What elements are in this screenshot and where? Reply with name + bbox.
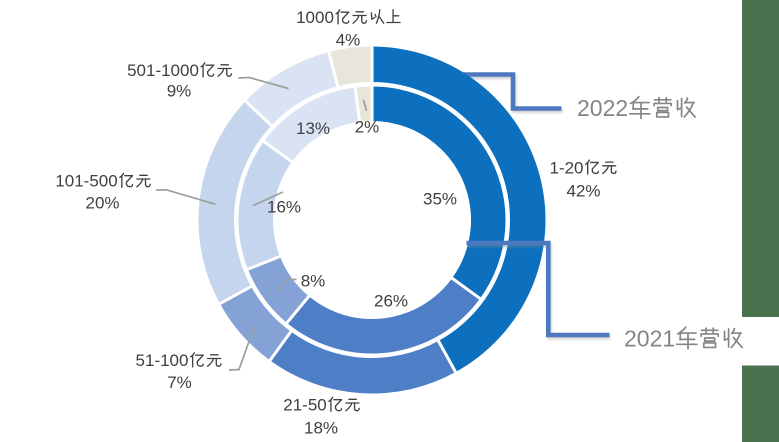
svg-text:26%: 26% bbox=[374, 291, 408, 310]
svg-text:16%: 16% bbox=[267, 197, 301, 216]
svg-text:501-1000: 501-1000 bbox=[127, 61, 199, 80]
svg-text:21-50: 21-50 bbox=[283, 395, 326, 414]
svg-text:20%: 20% bbox=[85, 193, 119, 212]
svg-text:101-500: 101-500 bbox=[55, 171, 117, 190]
svg-text:42%: 42% bbox=[566, 181, 600, 200]
svg-text:7%: 7% bbox=[167, 373, 192, 392]
svg-text:2021: 2021 bbox=[624, 326, 675, 352]
svg-text:9%: 9% bbox=[167, 81, 192, 100]
svg-text:51-100: 51-100 bbox=[136, 351, 189, 370]
svg-text:1-20: 1-20 bbox=[549, 158, 583, 177]
svg-text:13%: 13% bbox=[296, 119, 330, 138]
svg-text:1000: 1000 bbox=[296, 8, 334, 27]
svg-text:35%: 35% bbox=[423, 189, 457, 208]
svg-text:8%: 8% bbox=[301, 271, 326, 290]
svg-text:18%: 18% bbox=[304, 418, 338, 437]
svg-text:2%: 2% bbox=[355, 117, 380, 136]
svg-text:4%: 4% bbox=[336, 30, 361, 49]
svg-text:2022: 2022 bbox=[577, 95, 628, 121]
